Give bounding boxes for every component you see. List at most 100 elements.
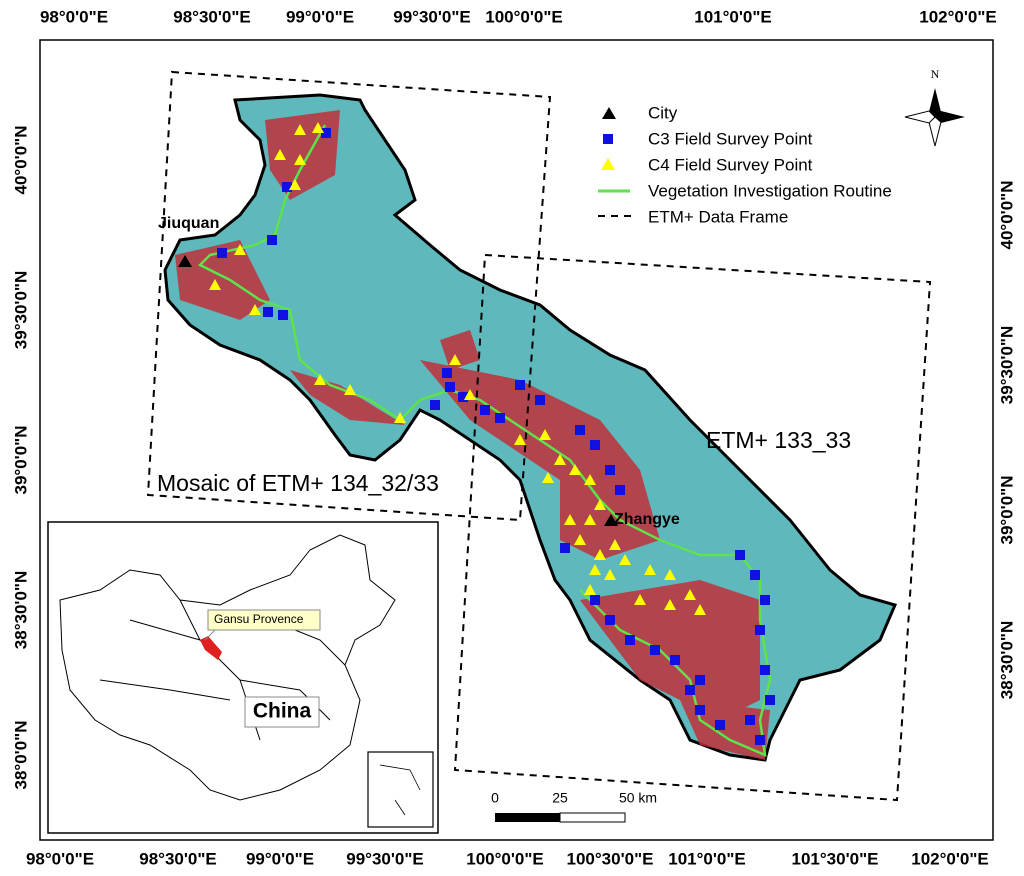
c4-point: [644, 564, 656, 575]
c4-point: [312, 122, 324, 133]
c4-point: [539, 429, 551, 440]
legend-label: ETM+ Data Frame: [648, 207, 788, 226]
c4-point: [584, 514, 596, 525]
c3-point: [560, 543, 570, 553]
c3-point: [755, 625, 765, 635]
c4-point: [584, 584, 596, 595]
inset-map: Gansu Provence China: [47, 521, 439, 834]
lon-label: 101°30'0"E: [792, 849, 879, 868]
c4-point: [234, 244, 246, 255]
c4-point: [684, 589, 696, 600]
c4-point: [589, 564, 601, 575]
c4-point: [609, 539, 621, 550]
c3-point: [605, 615, 615, 625]
c3-point: [535, 395, 545, 405]
c3-point: [735, 550, 745, 560]
c3-point: [575, 425, 585, 435]
scale-bar: 0 25 50 km: [491, 790, 657, 823]
c4-point: [554, 454, 566, 465]
north-arrow: N: [904, 67, 965, 147]
c3-point: [267, 235, 277, 245]
c3-point: [263, 307, 273, 317]
c4-point: [274, 149, 286, 160]
c3-point: [495, 413, 505, 423]
c4-point: [294, 124, 306, 135]
c3-point: [695, 705, 705, 715]
scale-label: 50 km: [619, 790, 657, 806]
lon-label: 99°0'0"E: [286, 7, 354, 26]
lon-label: 102°0'0"E: [919, 7, 997, 26]
inset-country: China: [253, 700, 312, 723]
lon-label: 100°0'0"E: [466, 849, 544, 868]
c3-point: [765, 695, 775, 705]
c3-point: [458, 392, 468, 402]
c3-point: [590, 440, 600, 450]
scale-label: 25: [552, 790, 568, 806]
c4-point: [514, 434, 526, 445]
c3-point: [445, 382, 455, 392]
legend-label: C3 Field Survey Point: [648, 129, 813, 148]
c3-point: [650, 645, 660, 655]
city-label: Zhangye: [614, 511, 680, 528]
c3-point: [590, 595, 600, 605]
etm-frame: [146, 70, 552, 522]
c4-point: [564, 514, 576, 525]
c4-point: [394, 412, 406, 423]
c4-point: [594, 499, 606, 510]
c3-point: [745, 715, 755, 725]
c3-point: [695, 675, 705, 685]
lon-label: 100°0'0"E: [485, 7, 563, 26]
c4-point: [449, 354, 461, 365]
c4-point: [209, 279, 221, 290]
scale-label: 0: [491, 790, 499, 806]
c4-point: [569, 464, 581, 475]
lon-label: 98°30'0"E: [173, 7, 251, 26]
etm-frame: [453, 253, 932, 802]
c4-point: [464, 389, 476, 400]
c3-point: [430, 400, 440, 410]
lat-label: 40°0'0"N: [997, 181, 1016, 250]
lon-label: 99°0'0"E: [246, 849, 314, 868]
lat-label: 39°30'0"N: [997, 326, 1016, 404]
c4-point: [289, 179, 301, 190]
c4-point: [694, 604, 706, 615]
lat-label: 39°0'0"N: [11, 426, 30, 495]
c4-point: [542, 472, 554, 483]
c4-point: [584, 474, 596, 485]
legend-label: City: [648, 103, 678, 122]
legend-label: Vegetation Investigation Routine: [648, 181, 892, 200]
c3-point: [515, 380, 525, 390]
c3-point: [321, 128, 331, 138]
c4-point: [314, 374, 326, 385]
c4-point: [574, 534, 586, 545]
c4-point: [594, 549, 606, 560]
c3-point: [670, 655, 680, 665]
c3-point: [217, 248, 227, 258]
lat-label: 38°30'0"N: [11, 571, 30, 649]
lon-label: 100°30'0"E: [567, 849, 654, 868]
c3-point: [760, 595, 770, 605]
lon-label: 102°0'0"E: [911, 849, 989, 868]
c4-point: [294, 154, 306, 165]
c3-point: [278, 310, 288, 320]
lat-label: 40°0'0"N: [11, 126, 30, 195]
c4-point: [664, 569, 676, 580]
c3-point: [760, 665, 770, 675]
lon-label: 101°0'0"E: [668, 849, 746, 868]
c3-point: [282, 182, 292, 192]
c4-point: [344, 384, 356, 395]
legend-label: C4 Field Survey Point: [648, 155, 813, 174]
c3-point: [615, 485, 625, 495]
lon-label: 99°30'0"E: [346, 849, 424, 868]
c4-point: [604, 569, 616, 580]
frame-label: Mosaic of ETM+ 134_32/33: [157, 470, 439, 496]
lon-label: 98°0'0"E: [40, 7, 108, 26]
city-marker: [178, 255, 192, 267]
c3-point: [625, 635, 635, 645]
c3-point: [715, 720, 725, 730]
city-label: Jiuquan: [158, 215, 219, 232]
c4-point: [249, 304, 261, 315]
lon-label: 98°0'0"E: [26, 849, 94, 868]
lat-label: 39°30'0"N: [11, 271, 30, 349]
lon-label: 101°0'0"E: [694, 7, 772, 26]
